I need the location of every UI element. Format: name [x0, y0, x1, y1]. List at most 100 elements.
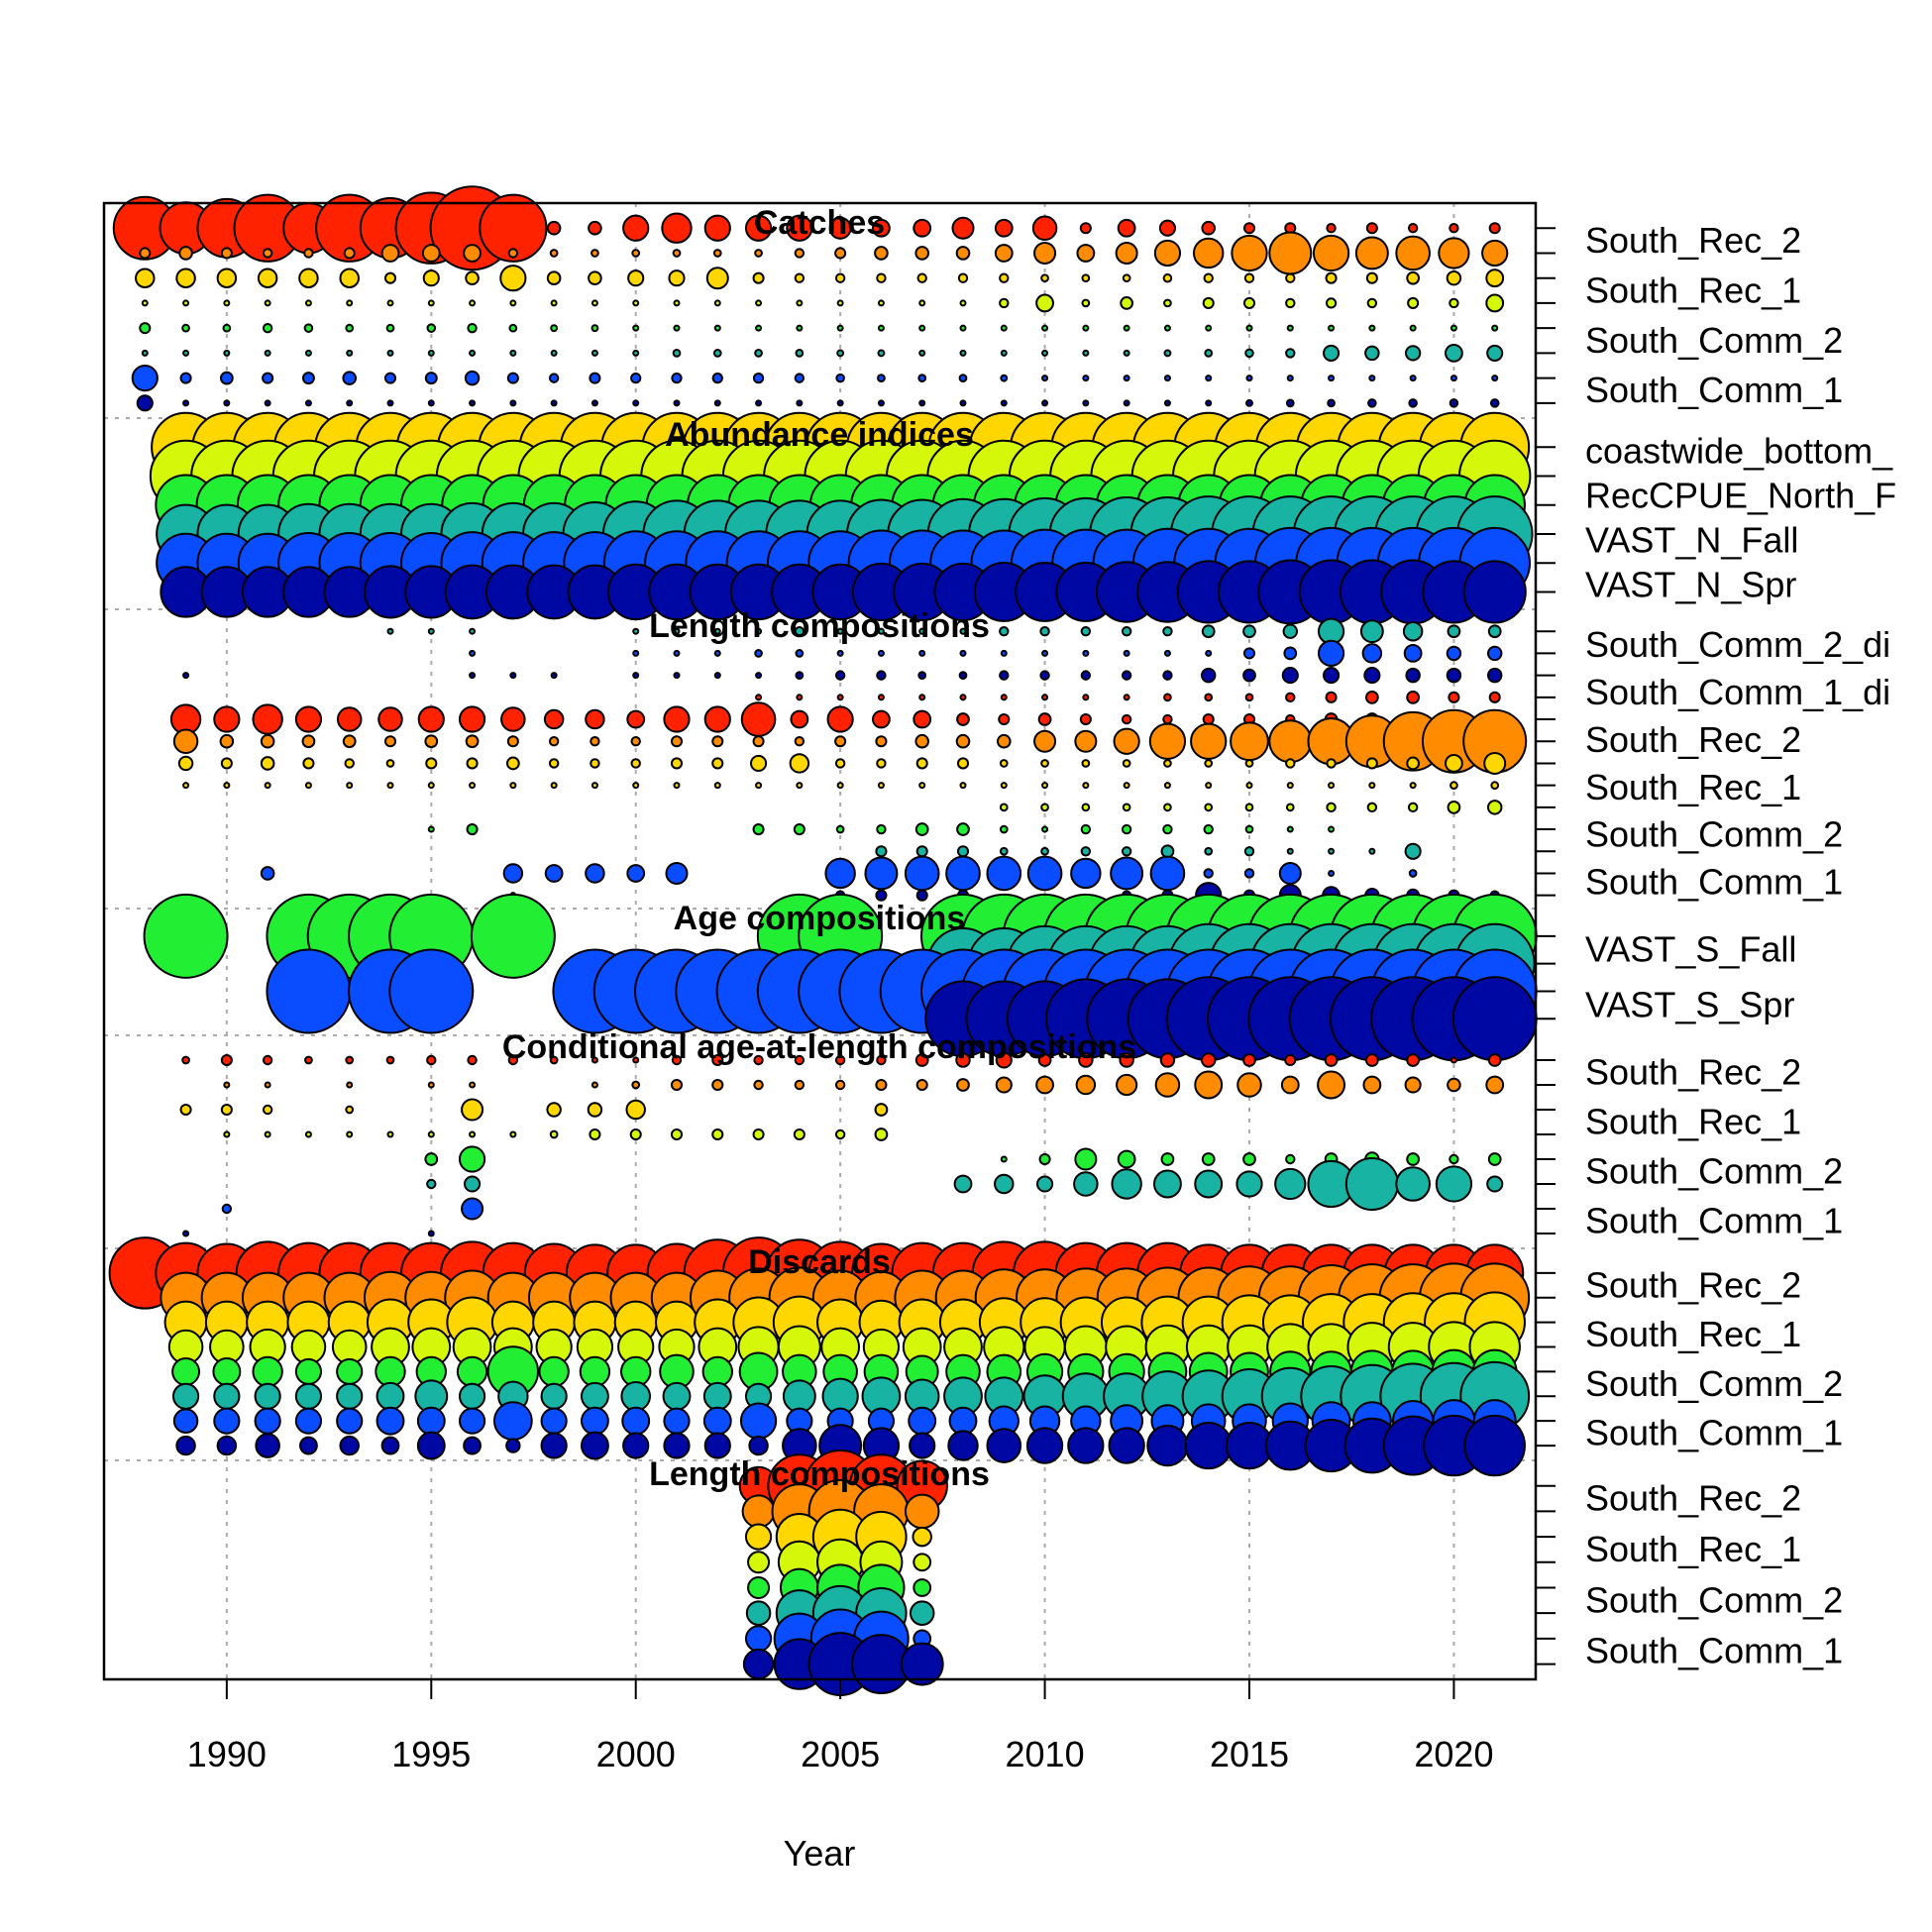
- data-bubble: [220, 247, 233, 260]
- data-bubble: [590, 1056, 598, 1064]
- data-bubble: [421, 244, 441, 263]
- data-bubble: [994, 218, 1014, 238]
- data-bubble: [590, 299, 598, 307]
- data-bubble: [753, 1054, 764, 1066]
- data-bubble: [590, 782, 598, 790]
- data-bubble: [904, 855, 940, 892]
- data-bubble: [621, 1406, 651, 1436]
- data-bubble: [665, 861, 689, 885]
- data-bubble: [383, 271, 397, 284]
- data-bubble: [908, 1406, 937, 1436]
- panel-title: Abundance indices: [665, 416, 974, 454]
- data-bubble: [1368, 782, 1376, 790]
- data-bubble: [670, 1127, 684, 1141]
- data-bubble: [741, 1494, 776, 1529]
- data-bubble: [836, 349, 845, 358]
- data-bubble: [585, 863, 605, 884]
- data-bubble: [834, 758, 846, 769]
- data-bubble: [254, 1407, 281, 1435]
- data-bubble: [344, 758, 355, 769]
- panel-title: Catches: [754, 204, 885, 242]
- data-bubble: [1159, 1052, 1176, 1068]
- data-bubble: [958, 374, 968, 382]
- data-bubble: [1359, 619, 1384, 644]
- data-bubble: [673, 672, 681, 680]
- data-bubble: [794, 248, 805, 259]
- data-bubble: [900, 1642, 944, 1686]
- data-bubble: [1245, 375, 1253, 382]
- data-bubble: [1395, 1166, 1431, 1202]
- data-bubble: [386, 299, 394, 307]
- data-bubble: [834, 247, 847, 260]
- data-bubble: [1031, 215, 1058, 241]
- data-bubble: [175, 268, 196, 288]
- data-bubble: [464, 1175, 482, 1193]
- data-bubble: [632, 627, 640, 635]
- data-bubble: [917, 671, 927, 680]
- data-bubble: [182, 299, 190, 307]
- data-bubble: [702, 1406, 732, 1436]
- data-bubble: [1408, 869, 1418, 878]
- data-bubble: [385, 323, 395, 333]
- data-bubble: [1244, 824, 1254, 834]
- row-label: South_Rec_2: [1585, 1052, 1801, 1093]
- data-bubble: [1236, 1072, 1262, 1098]
- data-bubble: [1281, 667, 1299, 685]
- data-bubble: [1073, 1171, 1099, 1197]
- data-bubble: [701, 1355, 733, 1388]
- row-label: South_Comm_1: [1585, 1201, 1843, 1241]
- data-bubble: [1449, 297, 1459, 309]
- data-bubble: [549, 1129, 559, 1139]
- data-bubble: [1449, 223, 1459, 234]
- data-bubble: [661, 212, 693, 244]
- data-bubble: [1445, 343, 1463, 363]
- data-bubble: [875, 889, 888, 902]
- data-bubble: [956, 1078, 970, 1092]
- data-bubble: [755, 399, 763, 407]
- data-bubble: [836, 299, 844, 307]
- data-bubble: [550, 672, 558, 680]
- data-bubble: [509, 399, 517, 407]
- data-bubble: [795, 671, 805, 680]
- data-bubble: [711, 1053, 724, 1067]
- data-bubble: [796, 694, 804, 701]
- data-bubble: [999, 670, 1010, 681]
- data-bubble: [1490, 781, 1500, 791]
- data-bubble: [835, 824, 845, 834]
- data-bubble: [1037, 1053, 1052, 1067]
- data-bubble: [1242, 624, 1256, 639]
- row-label: South_Rec_2: [1585, 220, 1801, 261]
- data-bubble: [1121, 713, 1132, 725]
- data-bubble: [1328, 375, 1336, 382]
- data-bubble: [1200, 1052, 1217, 1068]
- data-bubble: [1284, 1053, 1297, 1067]
- data-bubble: [1203, 272, 1214, 283]
- data-bubble: [1079, 222, 1092, 235]
- data-bubble: [747, 1575, 771, 1599]
- data-bubble: [1080, 823, 1092, 835]
- data-bubble: [385, 1055, 395, 1065]
- data-bubble: [629, 1127, 642, 1141]
- data-bubble: [216, 1435, 238, 1456]
- data-bubble: [1081, 803, 1091, 812]
- data-bubble: [294, 1407, 323, 1435]
- data-bubble: [1446, 667, 1462, 684]
- data-bubble: [1406, 1053, 1421, 1067]
- data-bubble: [705, 267, 729, 290]
- data-bubble: [550, 349, 558, 357]
- data-bubble: [376, 1406, 405, 1436]
- data-bubble: [299, 1436, 318, 1455]
- data-bubble: [1268, 231, 1313, 275]
- x-axis-title: Year: [784, 1833, 856, 1874]
- data-bubble: [424, 372, 438, 385]
- data-bubble: [959, 349, 967, 357]
- data-bubble: [998, 712, 1011, 726]
- panel-title: Length compositions: [649, 1455, 990, 1493]
- data-bubble: [1162, 823, 1173, 835]
- row-label: South_Comm_2: [1585, 814, 1843, 855]
- data-bubble: [257, 268, 278, 288]
- data-bubble: [1368, 847, 1376, 855]
- data-bubble: [383, 735, 397, 748]
- data-bubble: [589, 1127, 601, 1141]
- data-bubble: [959, 324, 967, 332]
